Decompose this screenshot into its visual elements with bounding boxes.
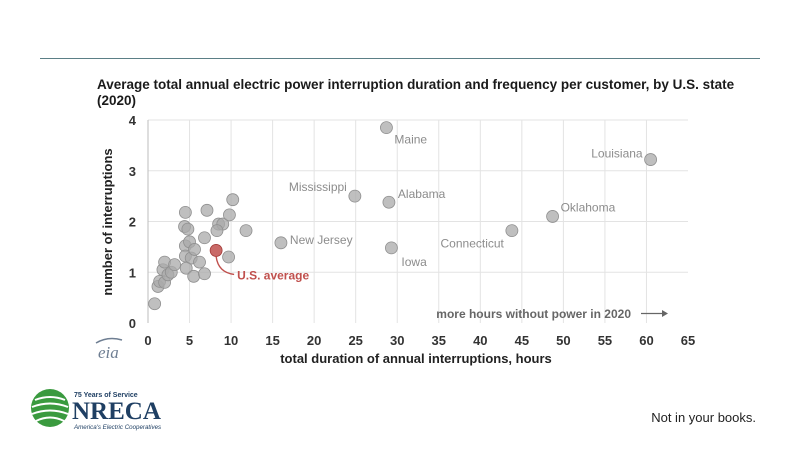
annotation-arrow-head [662,310,668,317]
x-tick-label: 55 [598,333,612,348]
top-divider-line [40,58,760,59]
x-axis-label: total duration of annual interruptions, … [280,351,552,366]
x-tick-label: 15 [265,333,279,348]
x-tick-label: 25 [348,333,362,348]
y-axis-label: number of interruptions [100,148,115,295]
logo-wordmark: NRECA [72,398,161,425]
data-point [181,222,195,236]
data-point [198,267,211,281]
y-tick-label: 2 [129,215,136,230]
nreca-logo: 75 Years of Service NRECA America's Elec… [30,386,200,436]
point-label-louisiana: Louisiana [591,147,643,161]
y-tick-label: 3 [129,164,136,179]
point-label-iowa: Iowa [401,255,427,269]
logo-tagline-bottom: America's Electric Cooperatives [73,424,161,431]
point-label-alabama: Alabama [398,187,446,201]
chart-title: Average total annual electric power inte… [97,77,735,108]
x-tick-label: 5 [186,333,193,348]
point-label-connecticut: Connecticut [441,237,505,251]
data-point [226,193,240,207]
data-point [385,241,398,255]
y-tick-label: 0 [129,316,136,331]
x-tick-label: 45 [515,333,529,348]
data-point [200,203,214,217]
x-tick-label: 40 [473,333,487,348]
point-label-mississippi: Mississippi [289,180,347,194]
annotation-more-hours: more hours without power in 2020 [436,307,631,321]
data-point [188,243,201,256]
x-tick-label: 60 [639,333,653,348]
x-tick-label: 35 [432,333,446,348]
data-point [187,269,201,283]
x-tick-label: 0 [144,333,151,348]
eia-source-mark: eia [98,343,119,362]
data-point [223,208,236,222]
eia-swoosh [95,337,123,344]
x-tick-label: 10 [224,333,238,348]
us-average-leader [215,256,235,276]
point-label-maine: Maine [394,133,427,147]
points-layer [148,121,658,311]
point-label-us-average: U.S. average [237,268,309,282]
data-point [644,153,658,166]
x-tick-label: 20 [307,333,321,348]
logo-tagline-top: 75 Years of Service [74,392,138,399]
data-point [193,255,206,269]
point-label-new-jersey: New Jersey [290,233,353,247]
grid-layer [148,119,688,323]
data-point [198,231,211,245]
data-point [505,224,519,238]
x-tick-label: 65 [681,333,695,348]
y-tick-label: 1 [129,265,136,280]
data-point [274,236,288,250]
x-tick-label: 50 [556,333,570,348]
data-point [382,195,396,209]
annotation-group: more hours without power in 2020 [436,307,668,321]
data-point [239,224,253,238]
footer-note: Not in your books. [651,410,756,425]
us-average-point [209,244,223,257]
x-tick-label: 30 [390,333,404,348]
y-tick-label: 4 [129,113,137,128]
labels-layer: Maine Louisiana Mississippi Alabama Oklahoma… [215,133,643,282]
data-point [178,205,192,219]
axis-layer: 0 5 10 15 20 25 30 35 40 45 50 55 60 65 0 1 2 3 4 [129,113,695,348]
data-point [148,297,162,311]
data-point [380,121,393,135]
data-point [179,261,193,275]
point-label-oklahoma: Oklahoma [561,200,616,214]
nreca-logo-graphic: 75 Years of Service NRECA America's Elec… [31,389,161,431]
data-point [348,189,362,203]
data-point [168,258,181,272]
data-point [210,224,224,238]
data-point [546,210,559,223]
data-point [222,250,235,264]
